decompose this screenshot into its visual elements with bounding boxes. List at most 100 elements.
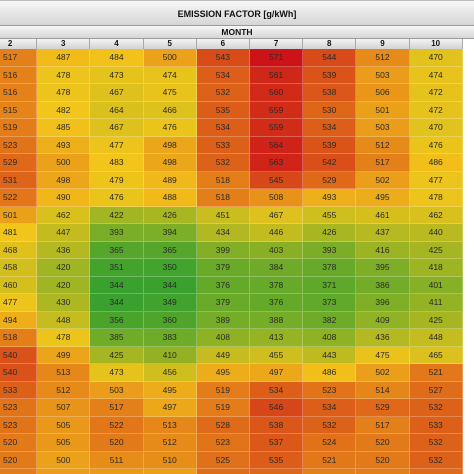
heatmap-cell: 393 bbox=[90, 224, 144, 242]
heatmap-cell: 378 bbox=[250, 276, 304, 294]
heatmap-cell: 532 bbox=[303, 416, 357, 434]
heatmap-cell: 437 bbox=[356, 224, 410, 242]
heatmap-cell: 559 bbox=[250, 101, 304, 119]
heatmap-cell: 475 bbox=[356, 346, 410, 364]
heatmap-cell: 483 bbox=[90, 154, 144, 172]
column-header-month-7: 7 bbox=[250, 39, 304, 49]
heatmap-cell: 498 bbox=[143, 136, 197, 154]
heatmap-cell: 379 bbox=[196, 259, 250, 277]
heatmap-cell: 479 bbox=[90, 171, 144, 189]
heatmap-cell: 447 bbox=[37, 224, 91, 242]
heatmap-cell: 534 bbox=[303, 399, 357, 417]
heatmap-cell: 473 bbox=[90, 66, 144, 84]
heatmap-cell: 505 bbox=[37, 416, 91, 434]
heatmap-cell: 532 bbox=[196, 154, 250, 172]
heatmap-cell: 478 bbox=[409, 189, 463, 207]
heatmap-cell: 495 bbox=[196, 364, 250, 382]
heatmap-cell: 467 bbox=[90, 119, 144, 137]
heatmap-cell: 525 bbox=[196, 451, 250, 469]
heatmap-cell: 489 bbox=[143, 171, 197, 189]
heatmap-cell: 410 bbox=[143, 346, 197, 364]
heatmap-cell: 425 bbox=[409, 241, 463, 259]
heatmap-cell: 527 bbox=[409, 381, 463, 399]
heatmap-cell: 513 bbox=[37, 364, 91, 382]
heatmap-cell: 430 bbox=[37, 294, 91, 312]
heatmap-cell: 460 bbox=[0, 276, 38, 294]
heatmap-cell: 521 bbox=[303, 451, 357, 469]
heatmap-cell: 523 bbox=[0, 416, 38, 434]
heatmap-cell: 384 bbox=[250, 259, 304, 277]
heatmap-cell: 422 bbox=[90, 206, 144, 224]
heatmap-cell: 416 bbox=[356, 241, 410, 259]
heatmap-cell: 436 bbox=[356, 329, 410, 347]
heatmap-cell: 546 bbox=[250, 399, 304, 417]
heatmap-cell: 495 bbox=[356, 189, 410, 207]
heatmap-cell: 477 bbox=[409, 171, 463, 189]
heatmap-cell: 522 bbox=[90, 416, 144, 434]
heatmap-cell: 502 bbox=[356, 364, 410, 382]
heatmap-cell: 517 bbox=[356, 154, 410, 172]
heatmap-cell: 451 bbox=[196, 206, 250, 224]
heatmap-cell: 537 bbox=[250, 434, 304, 452]
heatmap-cell: 378 bbox=[303, 259, 357, 277]
heatmap-cell: 563 bbox=[250, 154, 304, 172]
heatmap-cell: 388 bbox=[250, 311, 304, 329]
heatmap-cell: 478 bbox=[37, 329, 91, 347]
heatmap-cell: 360 bbox=[143, 311, 197, 329]
heatmap-cell: 376 bbox=[196, 276, 250, 294]
heatmap-cell: 542 bbox=[303, 154, 357, 172]
heatmap-cell: 470 bbox=[409, 119, 463, 137]
heatmap-cell: 484 bbox=[90, 49, 144, 67]
heatmap-cell: 529 bbox=[0, 154, 38, 172]
heatmap-cell: 523 bbox=[0, 136, 38, 154]
heatmap-cell: 538 bbox=[250, 416, 304, 434]
heatmap-cell: 499 bbox=[37, 346, 91, 364]
heatmap-cell: 395 bbox=[356, 259, 410, 277]
heatmap-cell: 518 bbox=[196, 189, 250, 207]
heatmap-cell: 473 bbox=[90, 364, 144, 382]
heatmap-cell: 393 bbox=[303, 241, 357, 259]
heatmap-cell: 510 bbox=[143, 451, 197, 469]
heatmap-cell: 399 bbox=[196, 241, 250, 259]
heatmap-cell: 365 bbox=[143, 241, 197, 259]
heatmap-cell: 475 bbox=[143, 84, 197, 102]
heatmap-cell: 517 bbox=[303, 469, 357, 474]
chart-title: EMISSION FACTOR [g/kWh] bbox=[0, 0, 474, 26]
heatmap-cell: 350 bbox=[143, 259, 197, 277]
heatmap-cell: 538 bbox=[303, 84, 357, 102]
heatmap-cell: 449 bbox=[196, 346, 250, 364]
heatmap-cell: 500 bbox=[37, 154, 91, 172]
heatmap-cell: 472 bbox=[409, 101, 463, 119]
heatmap-cell: 529 bbox=[303, 171, 357, 189]
heatmap-cell: 519 bbox=[196, 381, 250, 399]
heatmap-cell: 466 bbox=[143, 101, 197, 119]
heatmap-cell: 462 bbox=[409, 206, 463, 224]
heatmap-cell: 522 bbox=[0, 189, 38, 207]
heatmap-cell: 386 bbox=[356, 276, 410, 294]
heatmap-cell: 409 bbox=[356, 311, 410, 329]
heatmap-cell: 534 bbox=[303, 119, 357, 137]
heatmap-cell: 413 bbox=[250, 329, 304, 347]
heatmap-cell: 467 bbox=[250, 206, 304, 224]
heatmap-cell: 494 bbox=[0, 311, 38, 329]
heatmap-cell: 365 bbox=[90, 241, 144, 259]
heatmap-cell: 532 bbox=[409, 451, 463, 469]
heatmap-cell: 498 bbox=[143, 154, 197, 172]
heatmap-cell: 520 bbox=[0, 451, 38, 469]
heatmap-cell: 523 bbox=[196, 434, 250, 452]
heatmap-cell: 507 bbox=[37, 399, 91, 417]
heatmap-cell: 456 bbox=[143, 364, 197, 382]
month-column-headers: 2 3 4 5 6 7 8 9 10 bbox=[0, 39, 474, 49]
heatmap-cell: 501 bbox=[356, 101, 410, 119]
heatmap-cell: 383 bbox=[143, 329, 197, 347]
heatmap-cell: 455 bbox=[303, 206, 357, 224]
heatmap-cell: 533 bbox=[409, 416, 463, 434]
heatmap-cell: 465 bbox=[409, 346, 463, 364]
heatmap-cell: 516 bbox=[0, 84, 38, 102]
heatmap-cell: 462 bbox=[37, 206, 91, 224]
heatmap-cell: 401 bbox=[409, 276, 463, 294]
heatmap-cell: 497 bbox=[143, 399, 197, 417]
heatmap-cell: 376 bbox=[250, 294, 304, 312]
heatmap-cell: 426 bbox=[303, 224, 357, 242]
